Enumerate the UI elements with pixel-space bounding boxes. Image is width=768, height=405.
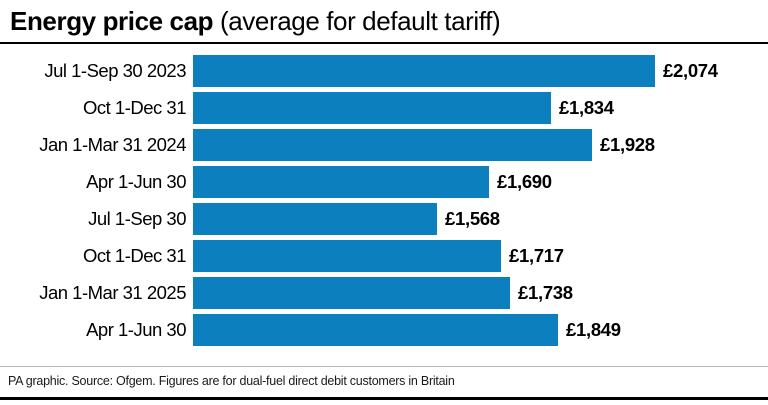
chart-bar	[193, 240, 501, 272]
bar-value-label: £2,074	[663, 60, 718, 81]
page-title: Energy price cap (average for default ta…	[0, 0, 768, 44]
chart-bar-row: Oct 1-Dec 31 £1,717	[0, 240, 768, 272]
chart-bar	[193, 277, 510, 309]
bar-category-label: Oct 1-Dec 31	[83, 245, 186, 266]
bar-value-label: £1,928	[600, 134, 655, 155]
chart-bar	[193, 166, 489, 198]
bar-category-label: Oct 1-Dec 31	[83, 97, 186, 118]
footer-divider	[0, 366, 768, 367]
chart-bar	[193, 203, 437, 235]
chart-bar-row: Jul 1-Sep 30 2023 £2,074	[0, 55, 768, 87]
bar-value-label: £1,834	[559, 97, 614, 118]
chart-bar-row: Apr 1-Jun 30 £1,690	[0, 166, 768, 198]
chart-bar-row: Apr 1-Jun 30 £1,849	[0, 314, 768, 346]
chart-bar	[193, 55, 655, 87]
chart-bar-row: Jan 1-Mar 31 2024 £1,928	[0, 129, 768, 161]
bar-value-label: £1,690	[497, 171, 552, 192]
bottom-border	[0, 397, 768, 400]
bar-value-label: £1,738	[518, 282, 573, 303]
bar-category-label: Jul 1-Sep 30	[88, 208, 186, 229]
bar-value-label: £1,568	[445, 208, 500, 229]
title-subtitle: (average for default tariff)	[213, 6, 501, 36]
chart-bar	[193, 314, 558, 346]
bar-category-label: Apr 1-Jun 30	[86, 171, 186, 192]
bar-category-label: Jan 1-Mar 31 2024	[39, 134, 186, 155]
chart-bar-row: Jul 1-Sep 30 £1,568	[0, 203, 768, 235]
chart-bar-row: Jan 1-Mar 31 2025 £1,738	[0, 277, 768, 309]
source-note: PA graphic. Source: Ofgem. Figures are f…	[8, 374, 455, 388]
bar-category-label: Apr 1-Jun 30	[86, 319, 186, 340]
bar-value-label: £1,849	[566, 319, 621, 340]
bar-value-label: £1,717	[509, 245, 564, 266]
chart-bar-row: Oct 1-Dec 31 £1,834	[0, 92, 768, 124]
chart-bar	[193, 92, 551, 124]
chart-bar	[193, 129, 592, 161]
bar-chart-plot-area: Jul 1-Sep 30 2023 £2,074 Oct 1-Dec 31 £1,83…	[0, 50, 768, 360]
bar-category-label: Jul 1-Sep 30 2023	[44, 60, 186, 81]
bar-category-label: Jan 1-Mar 31 2025	[39, 282, 186, 303]
title-main: Energy price cap	[10, 6, 214, 36]
title-divider	[0, 42, 768, 44]
